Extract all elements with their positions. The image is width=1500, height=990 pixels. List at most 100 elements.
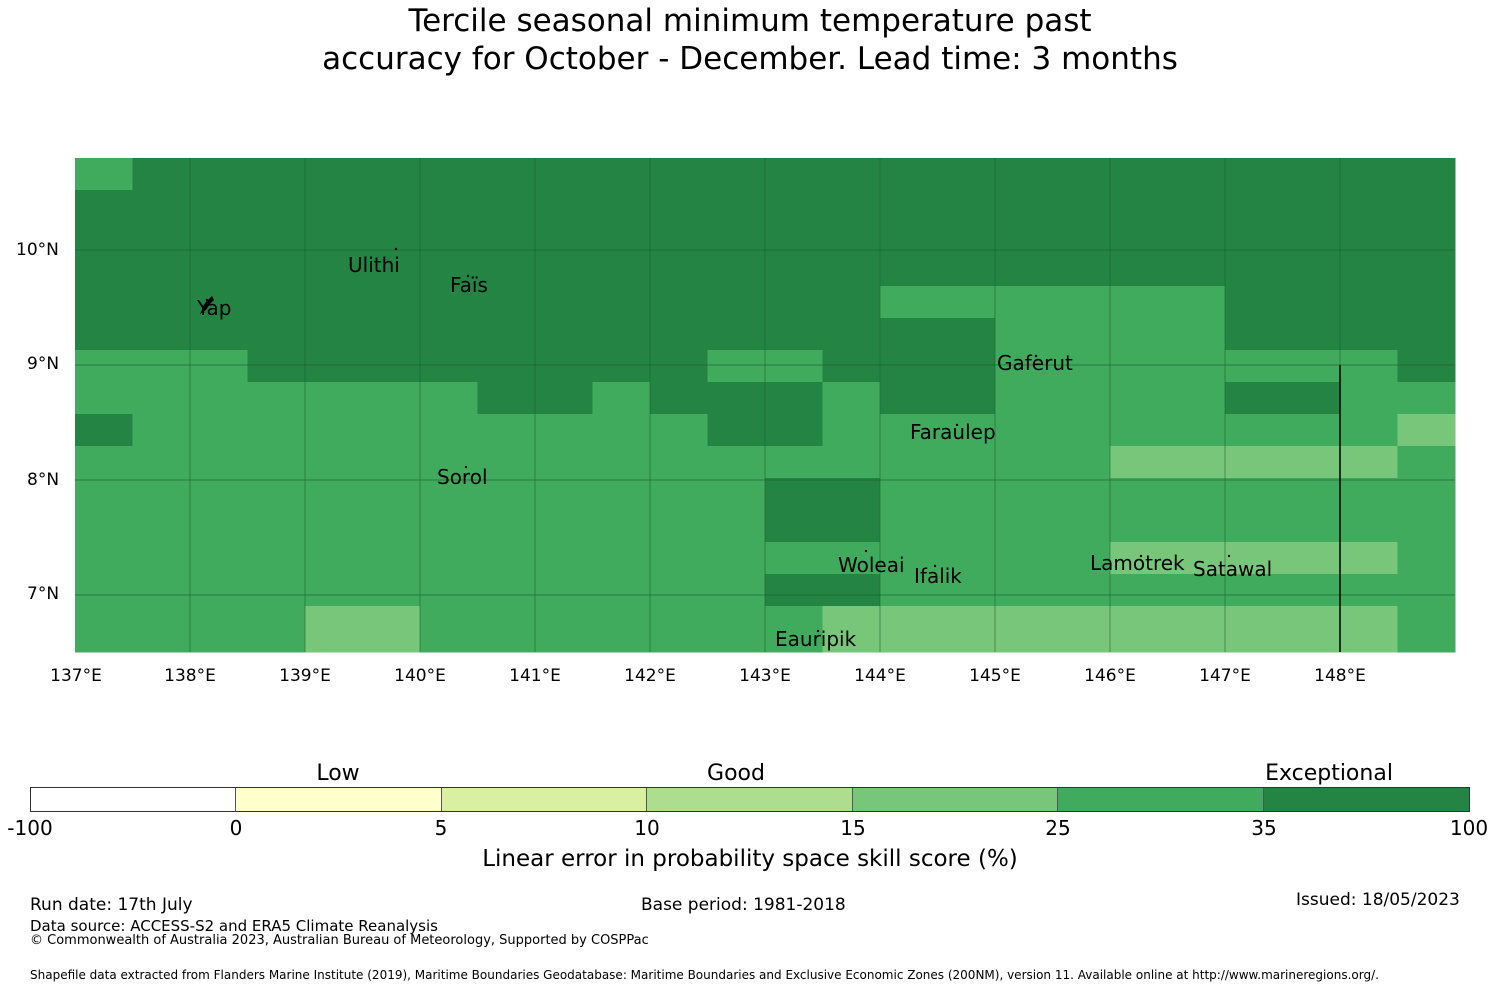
grid-cell: [362, 574, 421, 607]
grid-cell: [1110, 574, 1168, 607]
grid-cell: [1282, 190, 1341, 223]
grid-cell: [535, 318, 593, 351]
grid-cell: [995, 638, 1053, 653]
grid-cell: [247, 478, 306, 511]
cbar-tick-minus100: -100: [7, 816, 53, 840]
lon-label-139e: 139°E: [279, 666, 331, 686]
grid-cell: [650, 382, 708, 415]
grid-cell: [822, 158, 881, 191]
cbar-tick-0: 0: [229, 816, 243, 840]
grid-cell: [247, 542, 306, 575]
grid-cell: [1397, 382, 1456, 415]
grid-cell: [1340, 510, 1398, 543]
grid-cell: [937, 350, 996, 383]
grid-cell: [1340, 574, 1398, 607]
grid-cell: [477, 574, 536, 607]
grid-cell: [765, 574, 823, 607]
grid-cell: [247, 606, 306, 639]
grid-cell: [1110, 478, 1168, 511]
grid-cell: [305, 190, 363, 223]
grid-cell: [362, 254, 421, 287]
grid-cell: [362, 478, 421, 511]
grid-cell: [707, 638, 766, 653]
category-low: Low: [316, 761, 360, 786]
grid-cell: [132, 574, 191, 607]
grid-cell: [1340, 318, 1398, 351]
grid-cell: [937, 638, 996, 653]
graticule-lines: [75, 158, 1455, 652]
grid-cell: [1397, 542, 1456, 575]
grid-cell: [420, 638, 478, 653]
grid-cell: [1340, 606, 1398, 639]
grid-cell: [477, 286, 536, 319]
grid-cell: [880, 478, 938, 511]
grid-cell: [420, 318, 478, 351]
grid-cell: [707, 446, 766, 479]
grid-cell: [190, 350, 248, 383]
grid-cell: [995, 190, 1053, 223]
grid-cell: [650, 190, 708, 223]
grid-cell: [937, 606, 996, 639]
grid-cell: [1167, 478, 1226, 511]
grid-cell: [765, 350, 823, 383]
grid-cell: [1282, 478, 1341, 511]
grid-cell: [1397, 446, 1456, 479]
grid-cell: [937, 510, 996, 543]
grid-cell: [247, 414, 306, 447]
grid-cell: [190, 414, 248, 447]
grid-cell: [1110, 158, 1168, 191]
colorbar-segment: [441, 788, 648, 811]
grid-cell: [247, 222, 306, 255]
grid-cell: [1167, 446, 1226, 479]
grid-cell: [132, 478, 191, 511]
grid-cell: [1340, 222, 1398, 255]
grid-cell: [592, 254, 651, 287]
grid-cell: [132, 190, 191, 223]
grid-cell: [362, 606, 421, 639]
colorbar: [30, 787, 1470, 812]
grid-cell: [1167, 318, 1226, 351]
grid-cell: [650, 574, 708, 607]
grid-cell: [420, 414, 478, 447]
grid-cell: [132, 350, 191, 383]
grid-cell: [190, 478, 248, 511]
grid-cell: [707, 414, 766, 447]
grid-cell: [1110, 414, 1168, 447]
grid-cell: [477, 510, 536, 543]
grid-cell: [247, 158, 306, 191]
grid-cell: [305, 510, 363, 543]
grid-cell: [1110, 446, 1168, 479]
grid-cell: [1282, 606, 1341, 639]
data-source: Data source: ACCESS-S2 and ERA5 Climate …: [30, 917, 438, 935]
grid-cell: [1340, 542, 1398, 575]
grid-cell: [1340, 382, 1398, 415]
grid-cell: [1110, 222, 1168, 255]
grid-cell: [75, 574, 133, 607]
grid-cell: [592, 222, 651, 255]
grid-cell: [1110, 382, 1168, 415]
grid-cell: [707, 222, 766, 255]
island-label-fais: Faïs: [450, 273, 488, 297]
grid-cell: [535, 158, 593, 191]
grid-cell: [132, 414, 191, 447]
grid-cell: [132, 606, 191, 639]
copyright-notice: © Commonwealth of Australia 2023, Austra…: [30, 933, 649, 948]
grid-cell: [1282, 510, 1341, 543]
lon-label-140e: 140°E: [394, 666, 446, 686]
grid-cell: [190, 542, 248, 575]
grid-cell: [132, 158, 191, 191]
grid-cell: [592, 478, 651, 511]
grid-cell: [132, 382, 191, 415]
grid-cell: [535, 638, 593, 653]
title-line-1: Tercile seasonal minimum temperature pas…: [408, 3, 1092, 39]
grid-cell: [1167, 222, 1226, 255]
grid-cell: [75, 222, 133, 255]
grid-cell: [880, 222, 938, 255]
cbar-tick-5: 5: [434, 816, 448, 840]
grid-cell: [995, 414, 1053, 447]
grid-cell: [305, 222, 363, 255]
grid-cell: [535, 190, 593, 223]
grid-cell: [420, 574, 478, 607]
island-marker: [464, 465, 468, 469]
grid-cell: [995, 350, 1053, 383]
